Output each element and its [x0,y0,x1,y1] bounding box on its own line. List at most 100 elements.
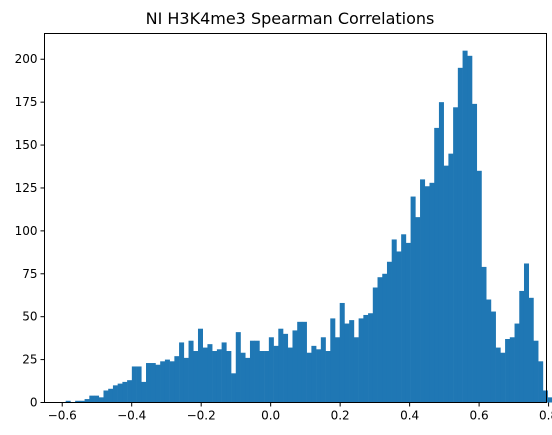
histogram-bar [259,351,265,403]
y-tick-label: 50 [22,310,37,324]
y-axis: 0 25 50 75 100 125 150 175 200 [15,52,45,410]
histogram-bar [538,361,544,403]
histogram-bar [193,351,199,403]
histogram-bar [382,273,388,403]
histogram-bar [335,337,341,403]
y-tick-label: 100 [15,224,38,238]
histogram-bar [283,333,289,403]
histogram-bar [202,347,208,403]
histogram-bar [495,347,501,403]
histogram-bar [287,347,293,403]
histogram-bar [164,359,170,403]
histogram-bar [500,352,506,403]
histogram-bar [533,340,539,403]
histogram-bar [297,321,303,403]
histogram-bar [344,323,350,403]
histogram-bar [462,50,468,403]
histogram-bar [448,153,454,403]
histogram-bar [84,399,90,403]
histogram-bar [75,400,81,403]
histogram-bar [292,330,298,403]
histogram-bar [79,400,85,403]
histogram-bar [235,332,241,403]
histogram-bar [155,364,161,403]
histogram-bar [401,234,407,403]
histogram-bar [420,179,426,403]
histogram-bar [358,318,364,403]
histogram-bar [226,351,232,403]
histogram-bar [117,383,123,403]
histogram-bar [476,170,482,403]
histogram-bar [486,299,492,403]
histogram-bar [330,318,336,403]
histogram-bar [467,55,473,403]
y-tick-label: 25 [22,353,37,367]
histogram-bar [108,388,114,403]
histogram-bar [150,363,156,403]
histogram-bar [372,287,378,403]
histogram-bar [410,196,416,403]
histogram-bar [434,127,440,403]
histogram-bar [268,337,274,403]
histogram-bar [443,165,449,403]
histogram-bar [207,344,213,403]
histogram-bar [231,373,237,403]
histogram-bar [216,349,222,403]
histogram-bar [141,381,147,403]
y-tick-label: 125 [15,181,38,195]
histogram-bar [174,356,180,403]
histogram-bar [316,349,322,403]
y-tick-label: 175 [15,95,38,109]
x-tick-label: −0.2 [187,409,216,423]
histogram-bar [89,395,95,403]
histogram-bar [136,366,142,403]
histogram-bar [103,390,109,403]
histogram-bar [429,182,435,403]
histogram-bar [523,263,530,403]
histogram-bar [368,313,374,403]
histogram-bar [377,277,383,403]
histogram-bar [509,337,515,403]
histogram-bar [438,102,444,403]
y-tick-label: 150 [15,138,38,152]
histogram-bar [349,320,355,403]
y-tick-label: 0 [30,396,38,410]
y-tick-label: 75 [22,267,37,281]
histogram-bar [339,302,345,403]
histogram-bar [542,390,548,403]
histogram-bar [160,361,166,403]
x-tick-label: 0.8 [539,409,552,423]
histogram-bar [320,337,326,403]
histogram-bar [490,311,496,403]
bars-group [65,50,552,403]
histogram-bar [363,314,369,403]
histogram-bar [391,239,397,403]
histogram-bar [179,342,185,403]
histogram-bar [112,385,118,403]
histogram-bar [311,345,317,403]
histogram-bar [240,352,246,403]
histogram-bar [519,290,525,403]
x-tick-label: 0.2 [331,409,350,423]
histogram-bar [146,363,152,403]
histogram-bar [278,328,284,403]
histogram-bar [386,261,392,403]
histogram-bar [98,397,104,403]
x-axis: −0.6 −0.4 −0.2 0.0 0.2 0.4 0.6 0.8 [48,402,552,423]
histogram-bar [183,357,189,403]
x-tick-label: −0.6 [48,409,77,423]
histogram-bar [353,337,359,403]
histogram-bar [65,400,71,403]
histogram-bar [197,328,203,403]
histogram-bar [254,340,260,403]
chart-title: NI H3K4me3 Spearman Correlations [146,9,435,28]
y-tick-label: 200 [15,52,38,66]
histogram-bar [212,351,218,403]
histogram-bar [481,266,487,403]
histogram-bar [301,321,307,403]
histogram-bar [505,339,511,403]
histogram-bar [325,351,331,403]
histogram-bar [273,345,279,403]
histogram-bar [424,186,430,403]
